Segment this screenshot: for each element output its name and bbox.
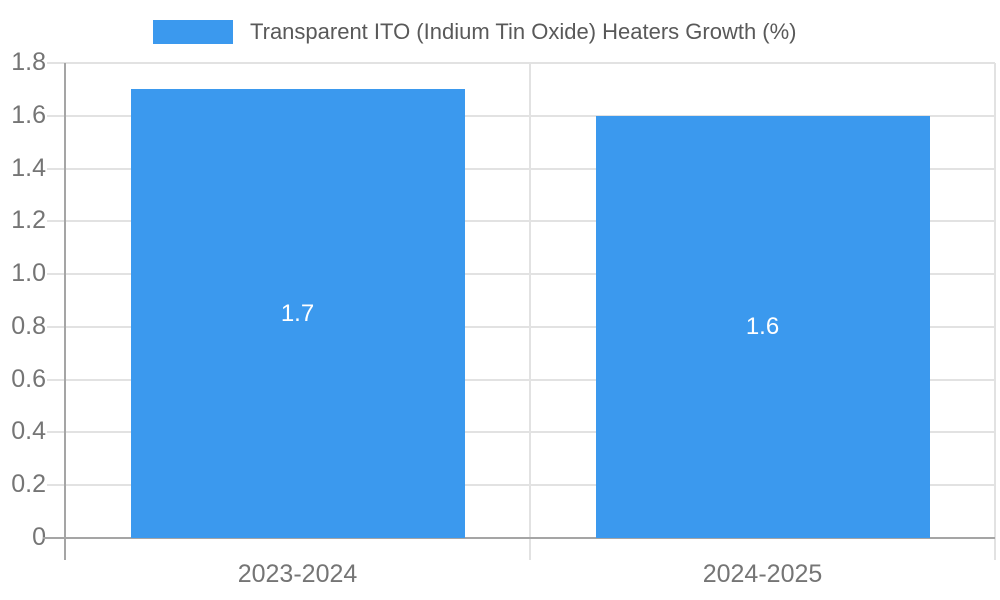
y-gridline [47, 431, 995, 434]
y-gridline [47, 114, 995, 117]
legend-label: Transparent ITO (Indium Tin Oxide) Heate… [250, 19, 797, 44]
y-gridline [47, 484, 995, 487]
y-tick-label: 0 [32, 523, 46, 551]
bar-value-label: 1.7 [280, 299, 315, 327]
y-tick-label: 1.2 [11, 206, 46, 235]
y-tick-label: 1.8 [11, 48, 46, 76]
y-gridline [47, 273, 995, 276]
y-tick-label: 0.2 [11, 470, 46, 499]
x-tick-label: 2024-2025 [702, 560, 823, 588]
bar-value-label: 1.6 [745, 312, 780, 340]
bar [130, 89, 465, 538]
y-gridline [47, 167, 995, 170]
plot-right-border [994, 63, 996, 560]
x-axis-line [43, 537, 995, 539]
y-gridline [47, 62, 995, 64]
y-gridline [47, 325, 995, 328]
y-gridline [47, 220, 995, 223]
y-gridline [47, 378, 995, 381]
bar [595, 115, 930, 538]
y-tick-label: 1.0 [11, 259, 46, 288]
y-tick-label: 0.8 [11, 311, 46, 340]
legend-swatch [153, 20, 233, 44]
y-tick-label: 0.6 [11, 364, 46, 393]
y-tick-label: 1.6 [11, 100, 46, 129]
y-tick-label: 0.4 [11, 417, 46, 446]
y-tick-label: 1.4 [11, 153, 46, 182]
x-tick-label: 2023-2024 [237, 560, 358, 588]
x-gridline [529, 63, 531, 560]
y-axis-line [64, 63, 66, 560]
chart-legend: Transparent ITO (Indium Tin Oxide) Heate… [153, 20, 797, 44]
